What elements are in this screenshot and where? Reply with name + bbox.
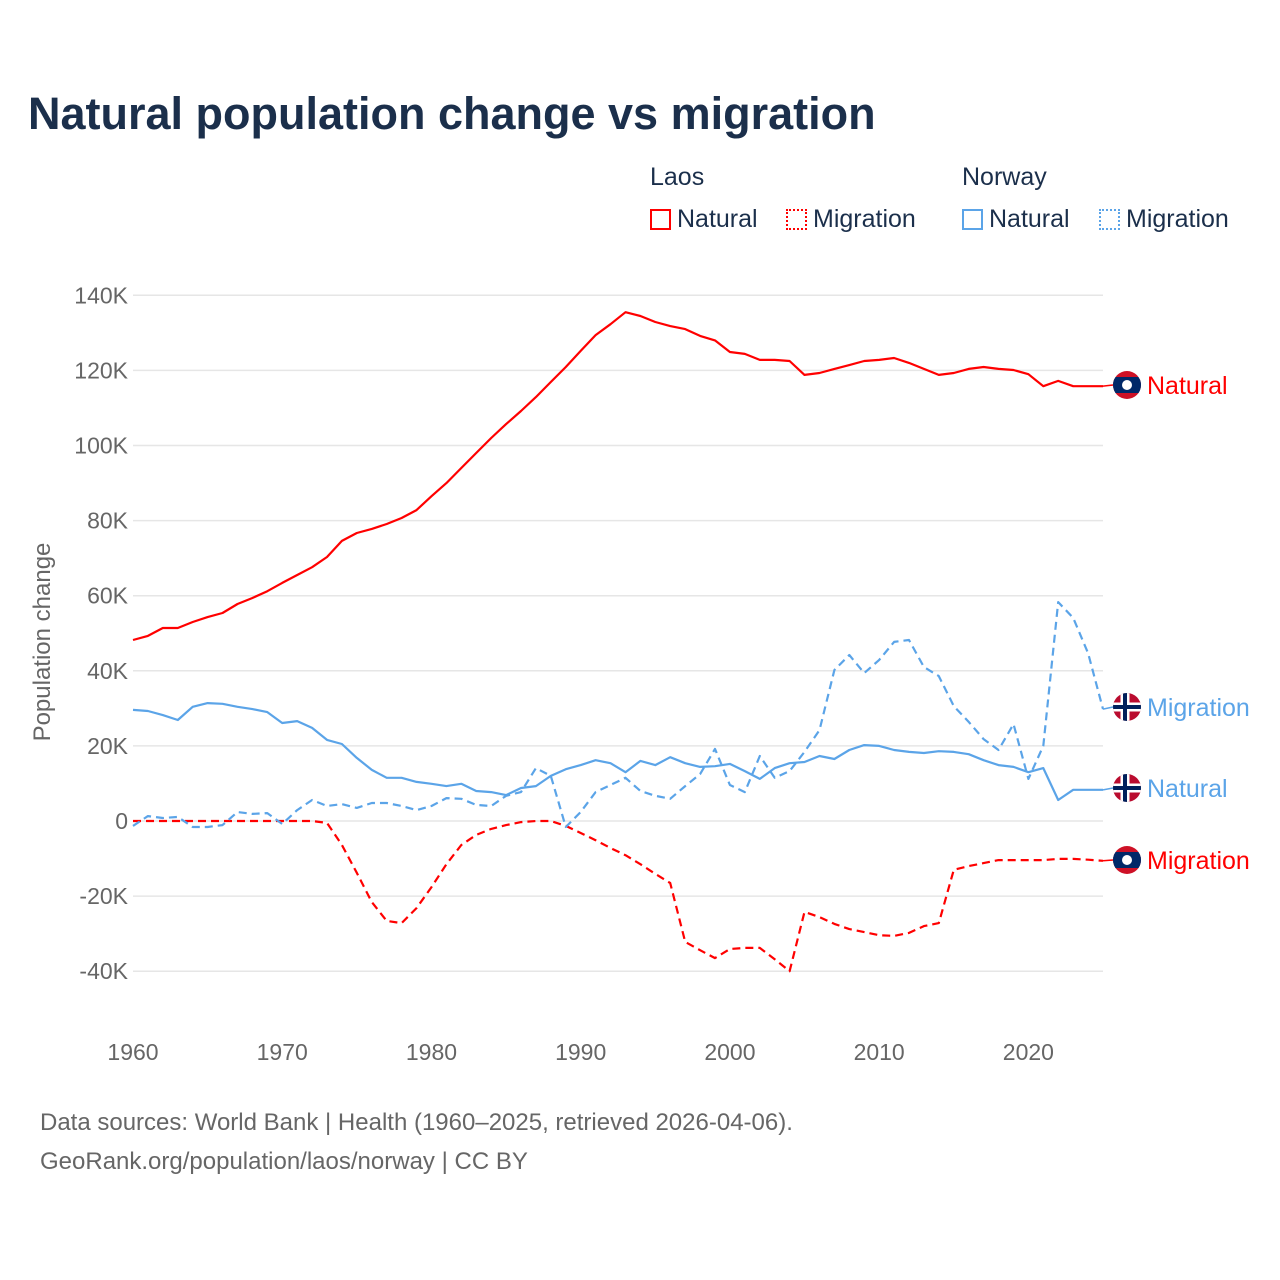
x-tick-label: 2000 [704, 1039, 755, 1065]
legend-swatch-solid [962, 209, 983, 230]
end-label-connector [1102, 706, 1114, 710]
y-tick-label: 140K [74, 282, 128, 308]
end-label-text: Natural [1147, 775, 1228, 803]
x-tick-label: 1960 [107, 1039, 158, 1065]
x-tick-label: 1980 [406, 1039, 457, 1065]
end-label-text: Migration [1147, 847, 1250, 875]
series-line-laos-natural[interactable] [132, 311, 1103, 642]
end-label-connector [1102, 859, 1114, 862]
end-labels: Natural Migration Natural Migration [1102, 371, 1250, 875]
footer-sources: Data sources: World Bank | Health (1960–… [40, 1109, 793, 1136]
series-line-laos-migration[interactable] [133, 819, 1104, 973]
y-tick-label: 80K [87, 508, 129, 534]
end-label-text: Natural [1147, 372, 1228, 400]
y-tick-label: 100K [74, 433, 128, 459]
legend-swatch-dotted [786, 209, 807, 230]
y-tick-label: 40K [87, 658, 129, 684]
end-label-text: Migration [1147, 694, 1250, 722]
y-tick-label: 60K [87, 583, 129, 609]
x-tick-label: 2010 [854, 1039, 905, 1065]
legend-norway-natural[interactable]: Natural [962, 205, 1070, 234]
legend-swatch-dotted [1099, 209, 1120, 230]
legend-label: Migration [813, 205, 916, 233]
y-tick-label: -40K [79, 958, 128, 984]
legend-laos-migration[interactable]: Migration [786, 205, 916, 234]
y-axis-ticks: -40K -20K 0 20K 40K 60K 80K 100K 120K 140K [74, 282, 128, 984]
y-tick-label: -20K [79, 883, 128, 909]
legend-label: Natural [989, 205, 1070, 233]
legend-label: Migration [1126, 205, 1229, 233]
laos-flag-icon [1113, 846, 1141, 874]
legend-swatch-solid [650, 209, 671, 230]
y-tick-label: 120K [74, 357, 128, 383]
y-tick-label: 0 [115, 808, 128, 834]
x-tick-label: 2020 [1003, 1039, 1054, 1065]
laos-flag-icon [1113, 371, 1141, 399]
end-label-connector [1102, 787, 1114, 791]
legend-norway-migration[interactable]: Migration [1099, 205, 1229, 234]
x-axis-ticks: 1960 1970 1980 1990 2000 2010 2020 [107, 1039, 1054, 1065]
end-label-norway-migration: Migration [1113, 693, 1250, 722]
series-line-norway-migration[interactable] [132, 601, 1105, 829]
footer-link[interactable]: GeoRank.org/population/laos/norway | CC … [40, 1148, 528, 1175]
legend-laos-natural[interactable]: Natural [650, 205, 758, 234]
end-label-laos-migration: Migration [1113, 846, 1250, 875]
legend-group-norway: Norway [962, 163, 1047, 191]
chart-title: Natural population change vs migration [28, 88, 876, 139]
legend-label: Natural [677, 205, 758, 233]
end-label-laos-natural: Natural [1113, 371, 1228, 400]
series-line-norway-natural[interactable] [132, 702, 1103, 802]
y-tick-label: 20K [87, 733, 129, 759]
series-lines [132, 311, 1105, 973]
x-tick-label: 1990 [555, 1039, 606, 1065]
y-axis-label: Population change [29, 543, 56, 742]
norway-flag-icon [1113, 774, 1141, 802]
end-label-connector [1102, 384, 1114, 387]
x-tick-label: 1970 [257, 1039, 308, 1065]
end-label-norway-natural: Natural [1113, 774, 1228, 803]
norway-flag-icon [1113, 693, 1141, 721]
legend-group-laos: Laos [650, 163, 705, 191]
